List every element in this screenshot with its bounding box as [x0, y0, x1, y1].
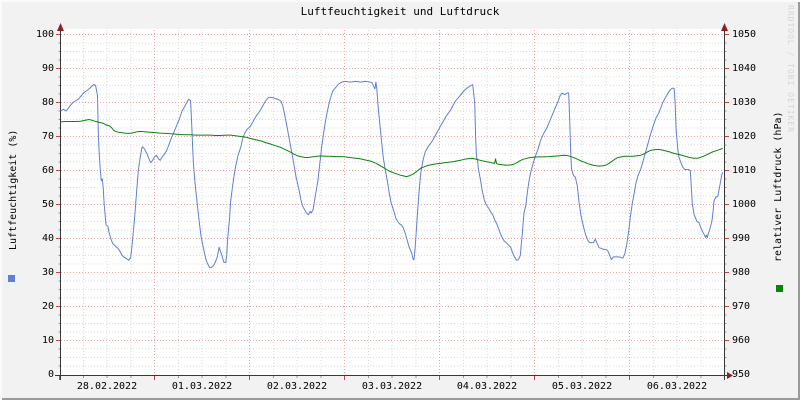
- x-axis-date-label: 01.03.2022: [171, 381, 233, 392]
- left-axis-tick-label: 20: [41, 300, 54, 312]
- right-axis-tick-label: 1040: [732, 62, 757, 74]
- x-axis-date-label: 28.02.2022: [76, 381, 138, 392]
- pressure-legend-marker: [776, 285, 783, 292]
- right-axis-tick-label: 990: [732, 232, 751, 244]
- rrdtool-watermark: RRDTOOL / TOBI OETIKER: [786, 5, 795, 133]
- right-axis-arrow-icon: [721, 23, 728, 31]
- right-axis-tick-label: 1050: [732, 28, 757, 40]
- plot-canvas: [60, 29, 725, 376]
- right-axis-tick-label: 1020: [732, 130, 757, 142]
- left-axis-tick-label: 50: [41, 198, 54, 210]
- series-humidity-line: [60, 80, 724, 268]
- left-axis-tick-label: 80: [41, 96, 54, 108]
- chart-title: Luftfeuchtigkeit und Luftdruck: [300, 5, 500, 18]
- left-axis-arrow-icon: [57, 23, 64, 31]
- right-axis-tick-label: 1000: [732, 198, 757, 210]
- x-axis-date-label: 03.03.2022: [361, 381, 423, 392]
- right-axis-tick-label: 1010: [732, 164, 757, 176]
- left-axis-tick-label: 100: [35, 28, 54, 40]
- left-axis-tick-label: 70: [41, 130, 54, 142]
- right-axis-tick-label: 950: [732, 368, 751, 380]
- x-axis-date-label: 06.03.2022: [646, 381, 708, 392]
- right-axis-tick-label: 1030: [732, 96, 757, 108]
- left-axis-tick-label: 40: [41, 232, 54, 244]
- left-axis-tick-label: 60: [41, 164, 54, 176]
- humidity-legend-marker: [8, 275, 15, 282]
- left-axis-tick-label: 0: [47, 368, 54, 380]
- right-axis-tick-label: 980: [732, 266, 751, 278]
- x-axis-date-label: 05.03.2022: [551, 381, 613, 392]
- right-axis-tick-label: 970: [732, 300, 751, 312]
- x-axis-date-label: 04.03.2022: [456, 381, 518, 392]
- left-axis-tick-label: 30: [41, 266, 54, 278]
- left-axis-tick-label: 90: [41, 62, 54, 74]
- series-pressure-line: [60, 119, 723, 178]
- x-axis-date-label: 02.03.2022: [266, 381, 328, 392]
- left-axis-tick-label: 10: [41, 334, 54, 346]
- right-axis-tick-label: 960: [732, 334, 751, 346]
- x-axis-arrow-icon: [727, 372, 733, 379]
- right-axis-title: relativer Luftdruck (hPa): [773, 111, 784, 262]
